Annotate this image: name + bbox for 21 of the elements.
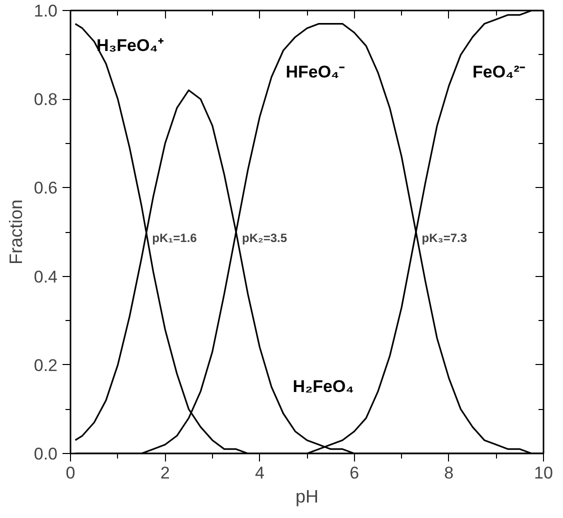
legend-label: FeO₄²⁻	[472, 62, 526, 82]
x-tick-label: 0	[66, 464, 76, 482]
x-tick-label: 6	[350, 464, 360, 482]
y-tick-label: 1.0	[34, 2, 58, 20]
y-tick-label: 0.8	[34, 90, 58, 110]
x-tick-label: 8	[444, 464, 454, 482]
x-tick-label: 10	[534, 464, 553, 482]
x-tick-label: 4	[254, 464, 264, 482]
series-label: HFeO₄⁻	[286, 62, 346, 82]
x-tick-label: 2	[160, 464, 170, 482]
series-label: H₂FeO₄	[292, 376, 354, 396]
y-tick-label: 0.0	[34, 444, 58, 464]
x-axis-title: pH	[295, 486, 319, 506]
y-axis-title: Fraction	[6, 199, 26, 265]
annotation: pK₃=7.3	[422, 231, 468, 245]
y-tick-label: 0.2	[34, 356, 58, 375]
annotation: pK₁=1.6	[152, 231, 198, 245]
legend-label: H₃FeO₄⁺	[96, 36, 164, 55]
y-tick-label: 0.6	[34, 178, 58, 198]
y-tick-label: 0.4	[34, 267, 58, 286]
annotation: pK₂=3.5	[242, 231, 288, 245]
